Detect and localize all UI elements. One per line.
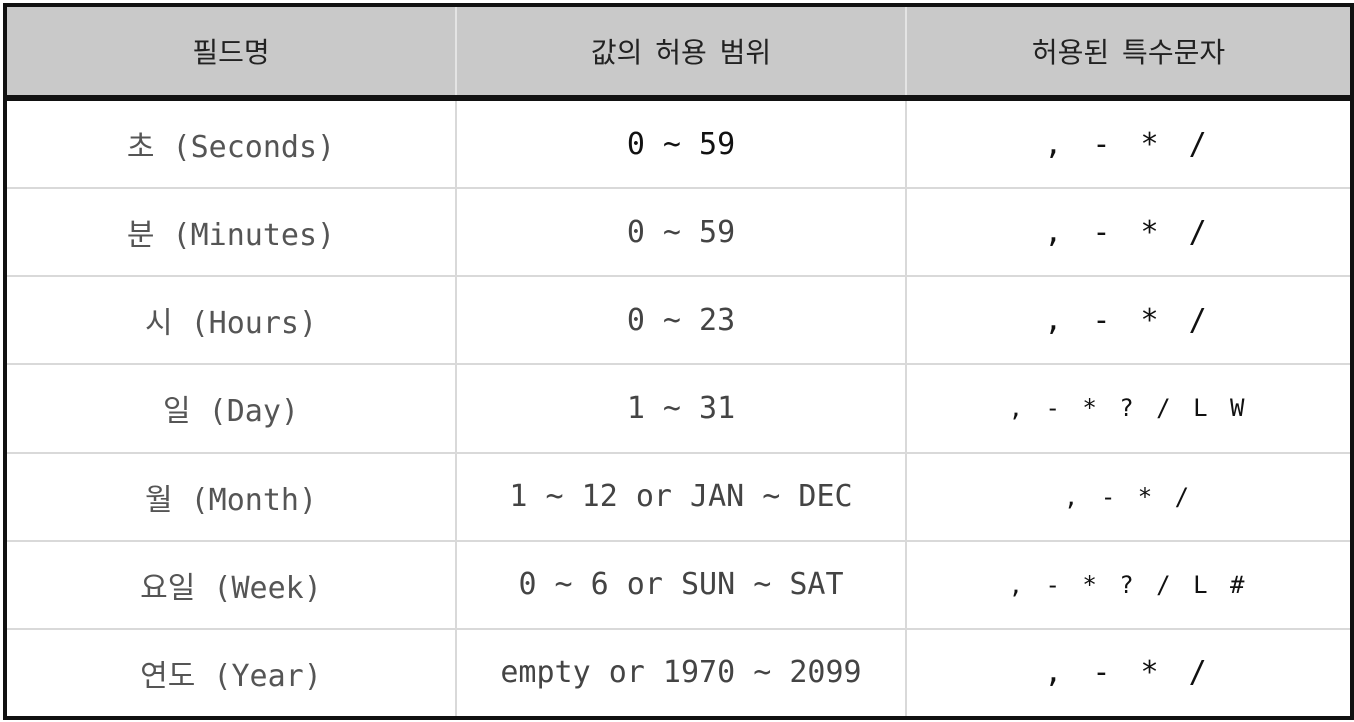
special-chars-cell: , - * ? / L #: [905, 539, 1350, 629]
field-name-cell: 월 (Month): [7, 451, 456, 541]
allowed-range-cell: 0 ~ 59: [455, 187, 906, 277]
header-special-chars: 허용된 특수문자: [905, 7, 1350, 101]
field-name-cell: 일 (Day): [7, 363, 456, 453]
allowed-range-cell: 0 ~ 23: [455, 275, 906, 365]
allowed-range-cell: 1 ~ 12 or JAN ~ DEC: [455, 451, 906, 541]
field-name-cell: 초 (Seconds): [126, 130, 336, 166]
table-row: 연도 (Year) empty or 1970 ~ 2099 , - * /: [7, 627, 1350, 716]
table-row: 월 (Month) 1 ~ 12 or JAN ~ DEC , - * /: [7, 451, 1350, 541]
field-name-cell: 시 (Hours): [7, 275, 456, 365]
special-chars-cell: , - * /: [905, 451, 1350, 541]
cron-fields-table-frame: 필드명 값의 허용 범위 허용된 특수문자 초 (Seconds) 0 ~ 59…: [3, 3, 1354, 720]
field-name-cell: 분 (Minutes): [7, 187, 456, 277]
allowed-range-cell: empty or 1970 ~ 2099: [455, 627, 906, 716]
header-allowed-range: 값의 허용 범위: [455, 7, 906, 101]
table-header-row: 필드명 값의 허용 범위 허용된 특수문자: [7, 7, 1350, 101]
allowed-range-cell: 0 ~ 6 or SUN ~ SAT: [455, 539, 906, 629]
allowed-range-cell: 0 ~ 59: [455, 98, 906, 189]
table-row: 시 (Hours) 0 ~ 23 , - * /: [7, 275, 1350, 365]
table-row: 일 (Day) 1 ~ 31 , - * ? / L W: [7, 363, 1350, 453]
table-row: 요일 (Week) 0 ~ 6 or SUN ~ SAT , - * ? / L…: [7, 539, 1350, 629]
cron-fields-table: 필드명 값의 허용 범위 허용된 특수문자 초 (Seconds) 0 ~ 59…: [7, 7, 1350, 716]
special-chars-cell: , - * /: [905, 187, 1350, 277]
special-chars-cell: , - * /: [905, 275, 1350, 365]
field-name-cell: 요일 (Week): [7, 539, 456, 629]
special-chars-cell: , - * /: [905, 98, 1350, 189]
field-name-cell: 연도 (Year): [7, 627, 456, 716]
allowed-range-cell: 1 ~ 31: [455, 363, 906, 453]
special-chars-cell: , - * ? / L W: [905, 363, 1350, 453]
special-chars-cell: , - * /: [905, 627, 1350, 716]
table-row: 초 (Seconds) 0 ~ 59 , - * /: [7, 98, 1350, 189]
table-row: 분 (Minutes) 0 ~ 59 , - * /: [7, 187, 1350, 277]
header-field-name: 필드명: [7, 7, 456, 101]
